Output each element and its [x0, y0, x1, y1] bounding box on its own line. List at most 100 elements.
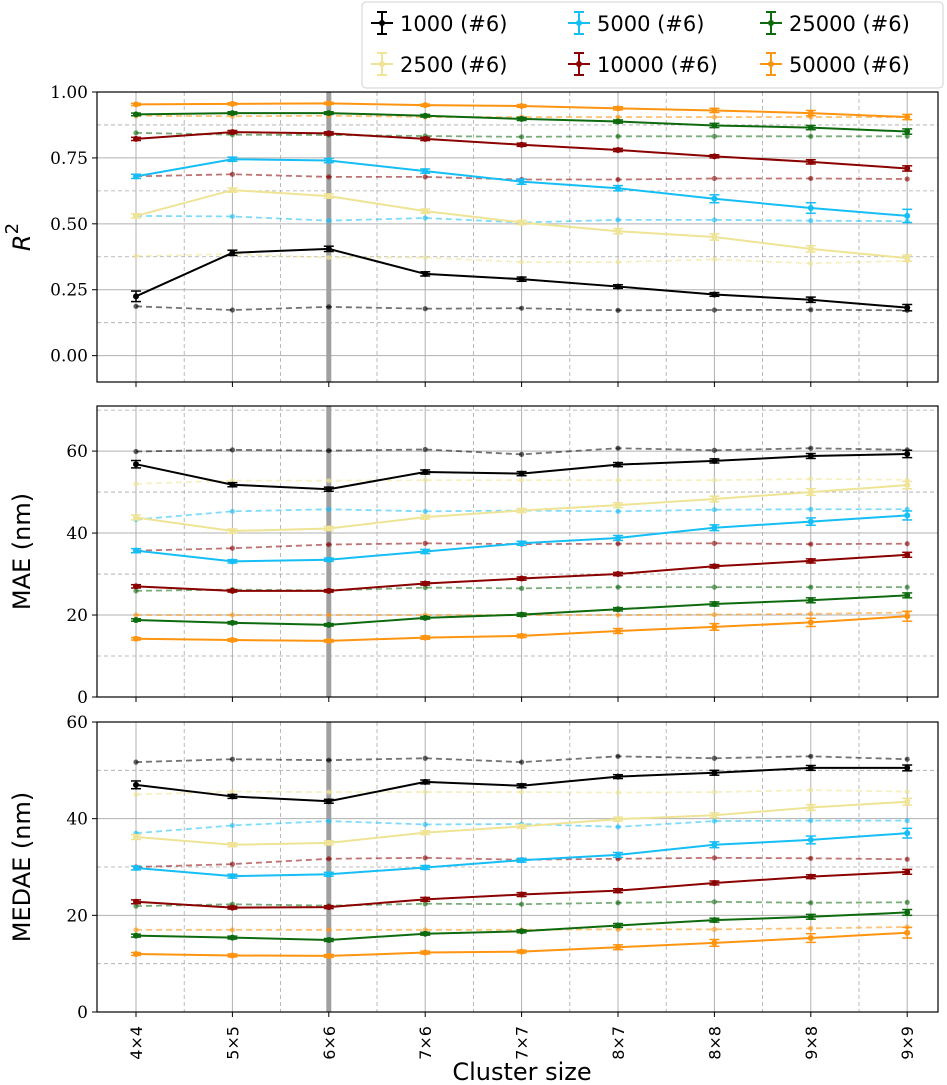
x-tick-label: 5×5	[223, 1026, 242, 1060]
baseline-point-1000	[904, 756, 910, 762]
baseline-point-1000	[422, 755, 428, 761]
data-point-25000	[904, 128, 911, 135]
data-point-25000	[711, 122, 718, 129]
data-point-1000	[518, 276, 525, 283]
baseline-point-50000	[808, 925, 814, 931]
y-tick-label: 60	[66, 442, 88, 462]
data-point-50000	[133, 951, 139, 957]
baseline-point-1000	[711, 447, 718, 453]
baseline-point-10000	[711, 175, 718, 182]
data-point-25000	[615, 118, 621, 125]
legend-box	[361, 1, 944, 89]
legend-label-25000: 25000 (#6)	[789, 12, 910, 36]
baseline-point-1000	[615, 445, 621, 451]
baseline-point-10000	[326, 541, 332, 548]
data-point-2500	[325, 525, 332, 532]
data-point-50000	[133, 101, 139, 108]
baseline-point-10000	[615, 176, 621, 183]
data-point-50000	[422, 634, 429, 641]
baseline-point-25000	[904, 584, 910, 590]
data-point-10000	[229, 129, 236, 136]
panel-r2: 0.00 0.25 0.50 0.75 1.00 R2	[2, 83, 939, 387]
baseline-point-50000	[229, 612, 235, 618]
data-point-25000	[133, 616, 139, 623]
y-tick-label: 20	[66, 906, 88, 926]
baseline-point-10000	[808, 175, 814, 182]
baseline-point-1000	[711, 755, 718, 761]
data-point-1000	[904, 304, 911, 311]
baseline-point-50000	[326, 612, 332, 618]
data-point-10000	[904, 165, 911, 172]
data-point-25000	[422, 614, 429, 621]
baseline-point-25000	[711, 899, 718, 905]
data-point-5000	[615, 534, 621, 541]
legend-marker-5000	[576, 20, 582, 26]
data-point-1000	[229, 481, 236, 488]
data-point-50000	[711, 623, 718, 630]
data-point-25000	[325, 110, 332, 117]
baseline-point-25000	[904, 899, 910, 905]
legend-marker-1000	[379, 20, 385, 26]
data-point-5000	[615, 185, 621, 192]
data-point-5000	[422, 864, 429, 871]
data-point-10000	[807, 158, 814, 165]
baseline-point-5000	[615, 217, 621, 223]
baseline-point-50000	[229, 927, 235, 933]
data-point-2500	[229, 841, 236, 848]
baseline-point-2500	[133, 481, 139, 487]
data-point-5000	[518, 857, 525, 864]
baseline-point-2500	[711, 256, 718, 263]
data-point-10000	[133, 583, 139, 590]
data-point-1000	[325, 798, 332, 805]
data-point-5000	[422, 548, 429, 555]
baseline-point-5000	[326, 218, 332, 224]
baseline-point-50000	[615, 612, 621, 618]
baseline-point-2500	[711, 789, 718, 795]
legend-entry-25000: 25000 (#6)	[760, 11, 910, 36]
data-point-1000	[904, 764, 911, 771]
baseline-point-50000	[711, 612, 718, 618]
data-point-2500	[229, 187, 236, 194]
data-point-2500	[807, 804, 814, 811]
data-point-25000	[325, 936, 332, 943]
data-point-1000	[711, 769, 718, 776]
data-point-2500	[325, 193, 332, 200]
baseline-point-25000	[519, 585, 525, 591]
x-tick-label: 6×6	[320, 1026, 339, 1060]
data-point-5000	[422, 168, 429, 175]
data-point-1000	[229, 249, 236, 256]
y-tick-label: 20	[66, 606, 88, 626]
baseline-point-25000	[615, 133, 621, 139]
baseline-point-1000	[133, 448, 139, 455]
data-point-5000	[904, 830, 911, 837]
baseline-point-2500	[615, 259, 621, 265]
data-point-1000	[711, 291, 718, 298]
y-tick-label: 0	[77, 1003, 88, 1023]
data-point-50000	[518, 948, 525, 955]
data-point-1000	[615, 773, 621, 780]
y-axis-title: R2	[2, 223, 36, 251]
baseline-point-2500	[326, 477, 332, 484]
y-tick-label: 0	[77, 688, 88, 708]
baseline-point-1000	[519, 759, 525, 765]
baseline-point-5000	[711, 818, 718, 824]
baseline-point-10000	[229, 545, 235, 551]
data-point-25000	[711, 600, 718, 607]
baseline-point-2500	[808, 476, 814, 482]
data-point-2500	[518, 823, 525, 830]
data-point-25000	[807, 597, 814, 604]
legend-label-5000: 5000 (#6)	[597, 12, 704, 36]
baseline-point-10000	[904, 541, 910, 547]
data-point-10000	[422, 135, 429, 142]
data-point-2500	[422, 829, 429, 836]
data-point-1000	[711, 457, 718, 464]
baseline-point-1000	[615, 753, 621, 759]
data-point-50000	[518, 632, 525, 639]
baseline-point-1000	[133, 759, 139, 765]
data-point-1000	[133, 781, 139, 788]
baseline-point-25000	[422, 584, 428, 591]
baseline-point-2500	[519, 259, 525, 265]
data-point-25000	[325, 621, 332, 628]
data-point-2500	[807, 489, 814, 496]
data-point-1000	[518, 470, 525, 477]
